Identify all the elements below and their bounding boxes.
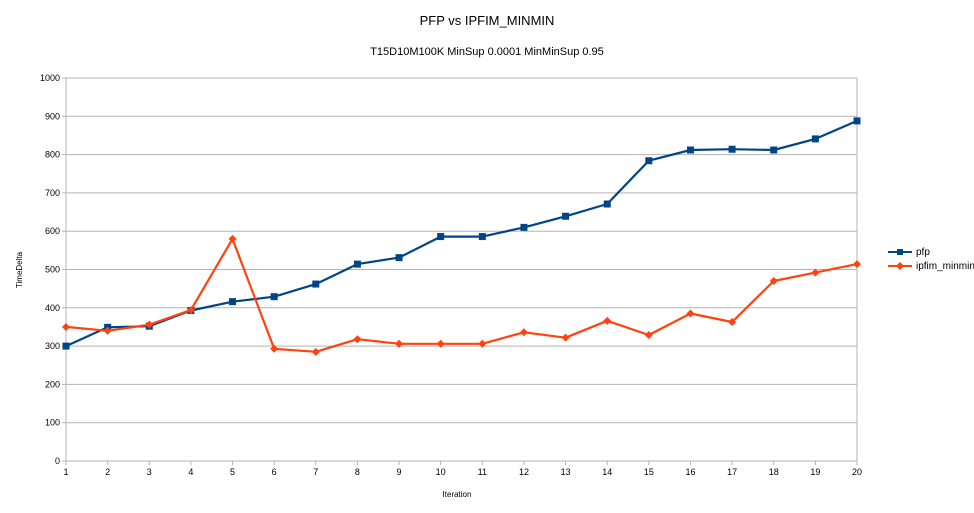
chart-title: PFP vs IPFIM_MINMIN	[419, 13, 555, 28]
data-point-pfp	[686, 146, 694, 154]
y-tick-label: 400	[45, 303, 60, 313]
data-point-pfp	[437, 233, 445, 241]
data-point-ipfim_minmin	[395, 339, 404, 348]
data-point-pfp	[728, 145, 736, 153]
data-point-ipfim_minmin	[769, 276, 778, 285]
data-point-ipfim_minmin	[311, 347, 320, 356]
y-tick-label: 300	[45, 341, 60, 351]
y-tick-label: 200	[45, 379, 60, 389]
data-point-pfp	[270, 293, 278, 301]
data-point-ipfim_minmin	[603, 316, 612, 325]
data-point-pfp	[853, 117, 861, 125]
x-tick-label: 19	[810, 467, 820, 477]
series-lines	[62, 117, 861, 356]
data-point-pfp	[395, 254, 403, 262]
x-tick-label: 5	[230, 467, 235, 477]
series-line-ipfim_minmin	[65, 237, 858, 353]
y-tick-label: 800	[45, 150, 60, 160]
x-tick-label: 11	[478, 467, 487, 477]
grid-lines	[62, 77, 858, 465]
y-tick-label: 500	[45, 265, 60, 275]
data-point-pfp	[811, 135, 819, 143]
x-tick-label: 3	[147, 467, 152, 477]
x-tick-label: 15	[644, 467, 654, 477]
data-point-ipfim_minmin	[436, 339, 445, 348]
data-point-pfp	[770, 146, 778, 154]
y-tick-label: 600	[45, 226, 60, 236]
data-point-ipfim_minmin	[561, 333, 570, 342]
x-tick-label: 4	[188, 467, 193, 477]
data-point-ipfim_minmin	[62, 322, 70, 331]
data-point-pfp	[520, 223, 528, 231]
y-tick-label: 1000	[40, 73, 60, 83]
y-tick-label: 700	[45, 188, 60, 198]
data-point-ipfim_minmin	[811, 268, 820, 277]
data-point-ipfim_minmin	[519, 328, 528, 337]
x-tick-label: 12	[519, 467, 529, 477]
y-tick-label: 0	[55, 456, 60, 466]
x-tick-label: 16	[685, 467, 695, 477]
series-line-pfp	[65, 119, 858, 348]
x-tick-label: 14	[602, 467, 612, 477]
legend: pfp ipfim_minmin	[888, 245, 974, 273]
y-axis-label: TimeDelta	[15, 251, 24, 288]
data-point-pfp	[562, 212, 570, 220]
chart-subtitle: T15D10M100K MinSup 0.0001 MinMinSup 0.95	[370, 46, 604, 58]
x-tick-label: 9	[397, 467, 402, 477]
data-point-ipfim_minmin	[686, 309, 695, 318]
data-point-pfp	[229, 298, 237, 306]
x-tick-label: 13	[561, 467, 571, 477]
y-tick-label: 100	[45, 418, 60, 428]
data-point-ipfim_minmin	[728, 317, 737, 326]
x-tick-label: 20	[852, 467, 862, 477]
x-tick-label: 2	[105, 467, 110, 477]
x-tick-label: 6	[272, 467, 277, 477]
data-point-pfp	[478, 233, 486, 241]
data-point-pfp	[62, 342, 70, 350]
x-tick-label: 10	[436, 467, 446, 477]
series-ipfim_minmin	[62, 234, 861, 356]
x-axis-label: Iteration	[443, 490, 472, 499]
data-point-ipfim_minmin	[478, 339, 487, 348]
x-tick-label: 7	[313, 467, 318, 477]
legend-item-pfp: pfp	[888, 245, 974, 259]
x-axis-ticks: 1 2 3 4 5 6 7 8 9 10 11 12 13 14 15 16 17 18 19 20	[63, 467, 862, 477]
y-axis-ticks: 0 100 200 300 400 500 600 700 800 900 1000	[40, 73, 60, 466]
x-tick-label: 18	[769, 467, 779, 477]
legend-label-ipfim_minmin: ipfim_minmin	[916, 260, 974, 272]
x-tick-label: 8	[355, 467, 360, 477]
data-point-ipfim_minmin	[270, 344, 279, 353]
data-point-ipfim_minmin	[353, 335, 362, 344]
data-point-pfp	[603, 200, 611, 208]
data-point-ipfim_minmin	[103, 326, 112, 335]
legend-swatch-ipfim_minmin	[888, 262, 912, 270]
legend-swatch-pfp	[888, 249, 912, 255]
data-point-ipfim_minmin	[644, 330, 653, 339]
data-point-ipfim_minmin	[186, 306, 195, 315]
x-tick-label: 1	[63, 467, 68, 477]
data-point-pfp	[312, 280, 320, 288]
y-tick-label: 900	[45, 111, 60, 121]
data-point-ipfim_minmin	[145, 320, 154, 329]
legend-label-pfp: pfp	[916, 246, 930, 258]
data-point-pfp	[645, 157, 653, 165]
data-point-ipfim_minmin	[853, 260, 861, 269]
x-tick-label: 17	[727, 467, 737, 477]
data-point-ipfim_minmin	[228, 234, 237, 243]
legend-item-ipfim_minmin: ipfim_minmin	[888, 259, 974, 273]
data-point-pfp	[353, 260, 361, 268]
